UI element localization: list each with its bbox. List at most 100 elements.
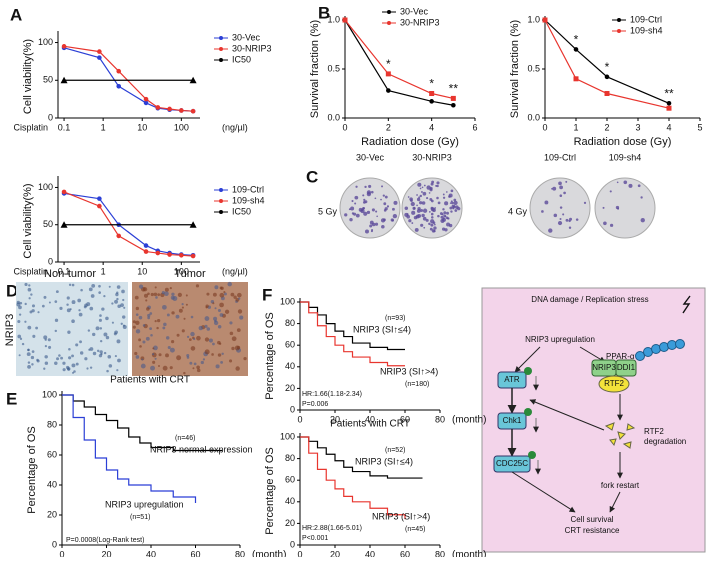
legend-label: 109-sh4	[232, 195, 265, 205]
colony-dot	[447, 217, 449, 220]
nucleus-dot	[71, 283, 75, 287]
legend-label: IC50	[232, 54, 251, 64]
group-label: 30-Vec	[356, 152, 385, 162]
series-line	[63, 45, 194, 112]
y-tick-label: 100	[42, 389, 57, 399]
y-tick-label: 0	[290, 539, 295, 549]
nucleus-dot	[48, 345, 52, 349]
stain-dot	[208, 338, 213, 343]
nucleus-dot	[68, 347, 71, 351]
nucleus-dot	[62, 361, 66, 365]
stain-dot	[195, 284, 200, 288]
colony-dot	[575, 218, 579, 221]
diagram-text: fork restart	[601, 481, 640, 490]
colony-dot	[354, 202, 357, 205]
stain-dot	[229, 331, 234, 336]
stain-dot	[152, 360, 156, 364]
nucleus-dot	[71, 354, 74, 358]
nucleus-dot	[117, 304, 121, 308]
stain-dot	[135, 329, 141, 334]
y-tick-label: 100	[280, 296, 295, 306]
x-tick-label: 10	[137, 266, 147, 276]
x-tick-label: 60	[400, 549, 410, 557]
y-axis-label: Cell viability(%)	[22, 39, 34, 114]
stain-dot	[145, 336, 150, 341]
nucleus-dot	[114, 299, 118, 304]
colony-dot	[428, 222, 431, 226]
nucleus-dot	[31, 309, 35, 313]
nucleus-dot	[99, 327, 103, 330]
colony-dot	[446, 222, 451, 227]
stain-dot	[214, 307, 217, 310]
colony-dot	[406, 213, 409, 216]
diagram-text: PPAR-α	[606, 352, 635, 361]
colony-dot	[450, 210, 453, 213]
stain-dot	[147, 313, 151, 318]
colony-dot	[410, 201, 415, 207]
y-tick-label: 20	[285, 383, 295, 393]
colony-dot	[375, 210, 378, 213]
y-tick-label: 50	[43, 219, 53, 229]
colony-dot	[559, 185, 563, 190]
colony-dot	[362, 194, 365, 197]
nucleus-dot	[99, 339, 103, 343]
significance: *	[605, 60, 610, 74]
nucleus-dot	[108, 364, 113, 368]
stain-dot	[149, 312, 153, 315]
nucleus-dot	[115, 292, 119, 297]
colony-dot	[421, 186, 424, 189]
stain-dot	[169, 366, 173, 370]
stain-dot	[138, 338, 142, 342]
colony-dot	[568, 226, 572, 229]
y-tick-label: 50	[43, 75, 53, 85]
colony-dot	[450, 189, 454, 193]
series-label: NRIP3 upregulation	[105, 499, 184, 509]
nucleus-dot	[92, 332, 96, 337]
colony-panel: 30-Vec 30-NRIP3 5 Gy 109-Ctrl 109-sh4 4 …	[318, 152, 641, 216]
protein-ellipse	[598, 375, 630, 393]
x-tick-label: 20	[330, 549, 340, 557]
stain-dot	[175, 314, 180, 319]
stain-dot	[185, 294, 188, 297]
stain-dot	[162, 365, 168, 371]
x-tick-label: 1	[573, 122, 578, 132]
colony-dot	[414, 227, 419, 232]
phospho-icon	[528, 451, 536, 459]
stain-dot	[204, 316, 210, 321]
point	[542, 17, 548, 23]
stain-dot	[219, 302, 224, 308]
x-axis-label: (ng/µl)	[222, 266, 248, 276]
colony-dot	[565, 180, 568, 183]
nucleus-dot	[103, 351, 107, 355]
nucleus-dot	[106, 369, 109, 373]
stain-dot	[147, 292, 150, 296]
colony-dot	[369, 224, 373, 228]
nucleus-dot	[41, 304, 45, 308]
x-tick-label: 2	[386, 122, 391, 132]
x-tick-label: 80	[435, 414, 445, 424]
x-tick-label: 100	[174, 266, 189, 276]
nucleus-dot	[105, 335, 110, 340]
nucleus-dot	[44, 355, 48, 359]
stain-dot	[237, 309, 243, 314]
stain-dot	[213, 320, 219, 326]
x-tick-label: 60	[400, 414, 410, 424]
stain-dot	[135, 320, 140, 325]
x-axis-label: Radiation dose (Gy)	[574, 136, 672, 148]
x-tick-label: 5	[697, 122, 702, 132]
annotation: (n=52)	[385, 447, 405, 454]
colony-dot	[637, 184, 641, 188]
colony-dot	[419, 187, 422, 190]
y-tick-label: 20	[285, 518, 295, 528]
legend-label: 30-NRIP3	[232, 43, 272, 53]
nucleus-dot	[79, 340, 82, 344]
dose-label: 5 Gy	[318, 206, 338, 216]
series-label: NRIP3 (SI↑>4)	[380, 366, 438, 376]
stain-dot	[217, 353, 222, 357]
stain-dot	[167, 345, 171, 350]
nucleus-dot	[122, 324, 125, 327]
colony-dot	[435, 184, 438, 188]
nucleus-dot	[120, 322, 123, 325]
y-tick-label: 60	[285, 475, 295, 485]
y-tick-label: 80	[47, 419, 57, 429]
